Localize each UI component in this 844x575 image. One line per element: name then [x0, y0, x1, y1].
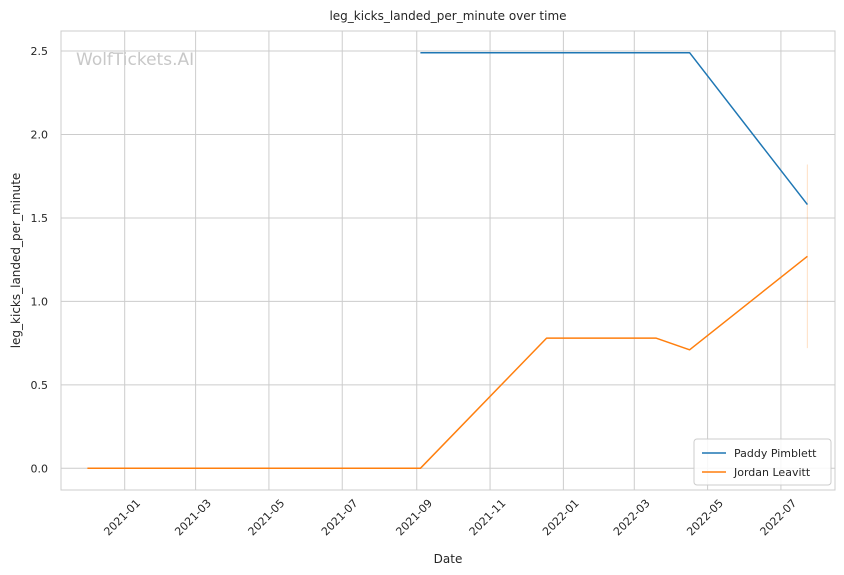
- y-tick-label: 1.5: [31, 212, 49, 225]
- plot-area-frame: [60, 30, 836, 491]
- y-tick-label: 2.5: [31, 45, 49, 58]
- legend-label: Jordan Leavitt: [733, 466, 811, 479]
- watermark: WolfTickets.AI: [76, 50, 194, 70]
- chart-title: leg_kicks_landed_per_minute over time: [329, 9, 566, 23]
- y-axis-label: leg_kicks_landed_per_minute: [9, 173, 23, 349]
- series-line-0: [420, 51, 808, 206]
- y-tick-labels: 0.0 0.5 1.0 1.5 2.0 2.5: [31, 45, 49, 475]
- legend-box: [693, 438, 832, 486]
- series-line-1: [87, 255, 808, 470]
- series-lines: [87, 51, 808, 470]
- legend: Paddy Pimblett Jordan Leavitt: [693, 438, 832, 486]
- y-tick-label: 1.0: [31, 295, 49, 308]
- y-tick-label: 0.5: [31, 379, 49, 392]
- x-axis-label: Date: [434, 552, 463, 566]
- y-tick-label: 0.0: [31, 462, 49, 475]
- legend-label: Paddy Pimblett: [734, 447, 817, 460]
- y-tick-label: 2.0: [31, 128, 49, 141]
